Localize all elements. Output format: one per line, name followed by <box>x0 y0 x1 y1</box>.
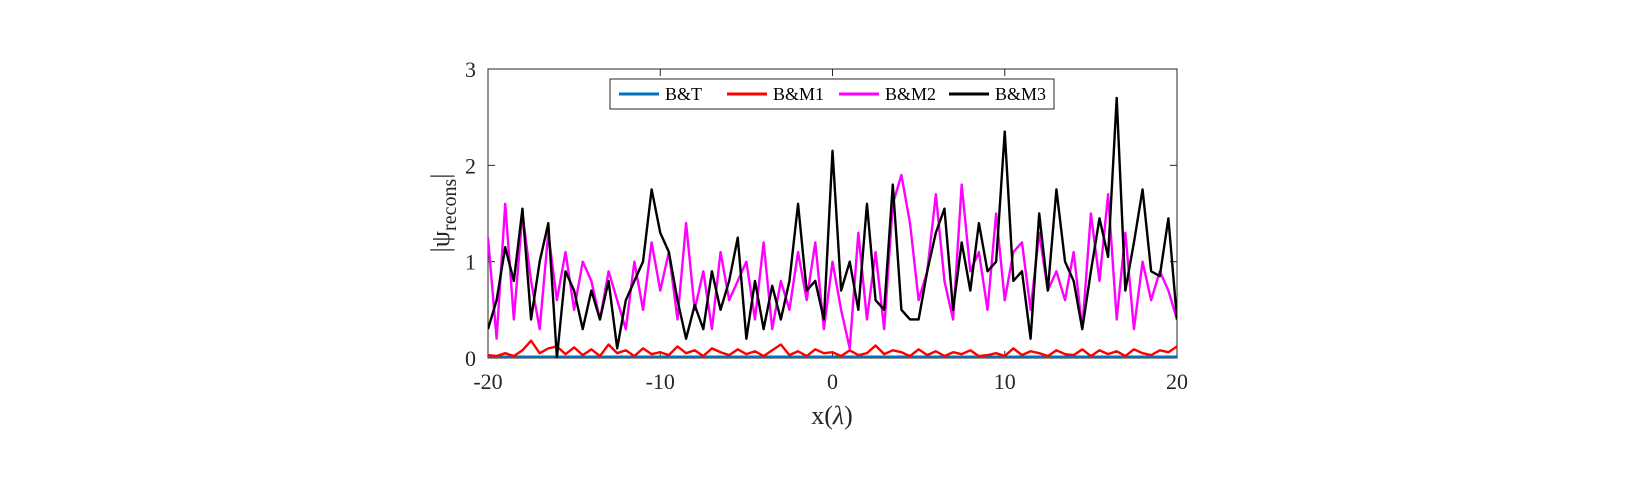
y-tick-label: 1 <box>465 250 476 275</box>
x-tick-label: 20 <box>1166 369 1188 394</box>
legend: B&T B&M1 B&M2 B&M3 <box>609 78 1055 110</box>
series-group <box>488 96 1177 358</box>
plot-area <box>487 68 1178 359</box>
legend-label-b-m2: B&M2 <box>885 84 936 104</box>
x-tick-label: -20 <box>473 369 502 394</box>
y-axis-label-close: | <box>426 174 455 179</box>
x-axis-label: x(λ) <box>811 401 853 430</box>
y-axis-label: |ψrecons| <box>426 174 461 253</box>
legend-label-b-m3: B&M3 <box>995 84 1046 104</box>
y-tick-label: 0 <box>465 346 476 371</box>
y-axis-label-sub: recons <box>439 179 461 231</box>
series-line-b-m1 <box>488 339 1177 358</box>
y-tick-label: 3 <box>465 57 476 82</box>
y-tick-label: 2 <box>465 153 476 178</box>
series-line-b-m3 <box>488 96 1177 358</box>
x-tick-label: 0 <box>827 369 838 394</box>
legend-label-b-m1: B&M1 <box>773 84 824 104</box>
x-tick-label: 10 <box>994 369 1016 394</box>
y-axis-label-main: |ψ <box>426 231 455 252</box>
x-tick-label: -10 <box>646 369 675 394</box>
legend-label-b-t: B&T <box>665 84 702 104</box>
